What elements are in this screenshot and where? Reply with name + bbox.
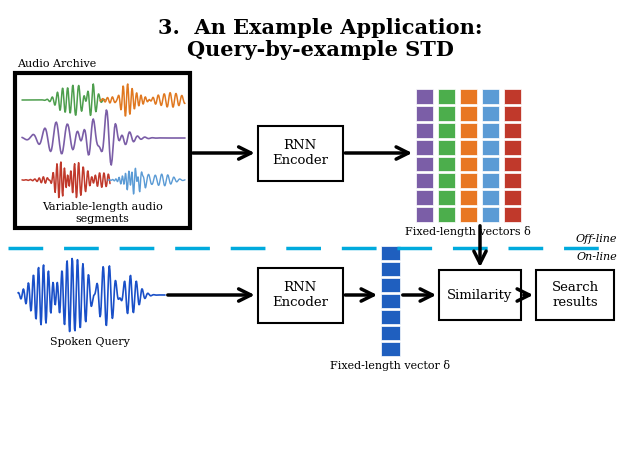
FancyBboxPatch shape (438, 89, 454, 104)
FancyBboxPatch shape (460, 190, 477, 205)
FancyBboxPatch shape (481, 207, 499, 222)
FancyBboxPatch shape (504, 123, 520, 137)
Text: RNN
Encoder: RNN Encoder (272, 139, 328, 167)
FancyBboxPatch shape (257, 267, 342, 322)
FancyBboxPatch shape (438, 157, 454, 171)
Text: 3.  An Example Application:: 3. An Example Application: (157, 18, 483, 38)
FancyBboxPatch shape (439, 270, 521, 320)
FancyBboxPatch shape (481, 140, 499, 154)
FancyBboxPatch shape (415, 190, 433, 205)
FancyBboxPatch shape (481, 123, 499, 137)
FancyBboxPatch shape (381, 294, 399, 308)
FancyBboxPatch shape (460, 123, 477, 137)
FancyBboxPatch shape (504, 207, 520, 222)
FancyBboxPatch shape (460, 106, 477, 121)
FancyBboxPatch shape (504, 174, 520, 188)
FancyBboxPatch shape (257, 125, 342, 180)
FancyBboxPatch shape (438, 190, 454, 205)
FancyBboxPatch shape (481, 174, 499, 188)
Text: Fixed-length vectors δ: Fixed-length vectors δ (405, 226, 531, 237)
FancyBboxPatch shape (438, 140, 454, 154)
FancyBboxPatch shape (481, 157, 499, 171)
FancyBboxPatch shape (381, 310, 399, 324)
FancyBboxPatch shape (415, 123, 433, 137)
FancyBboxPatch shape (460, 140, 477, 154)
FancyBboxPatch shape (415, 174, 433, 188)
FancyBboxPatch shape (536, 270, 614, 320)
FancyBboxPatch shape (438, 174, 454, 188)
Text: Variable-length audio
segments: Variable-length audio segments (42, 202, 163, 224)
FancyBboxPatch shape (504, 157, 520, 171)
FancyBboxPatch shape (415, 89, 433, 104)
Text: Search
results: Search results (552, 281, 598, 309)
FancyBboxPatch shape (415, 140, 433, 154)
FancyBboxPatch shape (460, 207, 477, 222)
FancyBboxPatch shape (481, 190, 499, 205)
FancyBboxPatch shape (460, 89, 477, 104)
FancyBboxPatch shape (460, 157, 477, 171)
FancyBboxPatch shape (481, 106, 499, 121)
FancyBboxPatch shape (381, 342, 399, 356)
FancyBboxPatch shape (504, 190, 520, 205)
FancyBboxPatch shape (381, 246, 399, 260)
Text: Off-line: Off-line (575, 234, 617, 244)
Text: Query-by-example STD: Query-by-example STD (187, 40, 453, 60)
FancyBboxPatch shape (438, 207, 454, 222)
Text: Audio Archive: Audio Archive (17, 59, 96, 69)
FancyBboxPatch shape (460, 174, 477, 188)
FancyBboxPatch shape (415, 207, 433, 222)
FancyBboxPatch shape (15, 73, 190, 228)
FancyBboxPatch shape (504, 89, 520, 104)
FancyBboxPatch shape (381, 262, 399, 276)
Text: Similarity: Similarity (447, 289, 513, 301)
Text: Fixed-length vector δ: Fixed-length vector δ (330, 360, 450, 371)
FancyBboxPatch shape (381, 278, 399, 292)
FancyBboxPatch shape (481, 89, 499, 104)
FancyBboxPatch shape (415, 106, 433, 121)
Text: On-line: On-line (576, 252, 617, 262)
FancyBboxPatch shape (438, 123, 454, 137)
FancyBboxPatch shape (438, 106, 454, 121)
FancyBboxPatch shape (415, 157, 433, 171)
FancyBboxPatch shape (504, 106, 520, 121)
Text: Spoken Query: Spoken Query (50, 337, 130, 347)
Text: RNN
Encoder: RNN Encoder (272, 281, 328, 309)
FancyBboxPatch shape (504, 140, 520, 154)
FancyBboxPatch shape (381, 326, 399, 340)
